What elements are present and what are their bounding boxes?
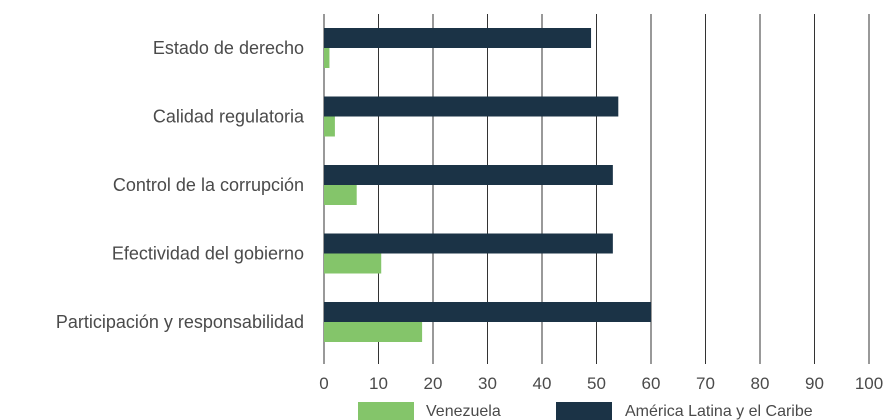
category-labels: Estado de derecho Calidad regulatoria Cont… (56, 38, 305, 332)
category-label: Estado de derecho (153, 38, 304, 58)
bar-latam-participacion-y-responsabilidad (324, 302, 651, 322)
x-tick-label: 10 (369, 374, 388, 393)
category-label: Calidad regulatoria (153, 107, 305, 127)
x-tick-label: 30 (478, 374, 497, 393)
x-tick-label: 80 (751, 374, 770, 393)
bar-venezuela-control-de-la-corrupcion (324, 185, 357, 205)
category-label: Efectividad del gobierno (112, 244, 304, 264)
legend-swatch (358, 402, 414, 420)
legend: Venezuela América Latina y el Caribe (358, 402, 813, 420)
bar-venezuela-efectividad-del-gobierno (324, 253, 382, 274)
gridlines (323, 14, 870, 364)
legend-label: América Latina y el Caribe (625, 403, 813, 420)
bar-latam-control-de-la-corrupcion (324, 165, 613, 185)
x-tick-label: 90 (805, 374, 824, 393)
bar-venezuela-calidad-regulatoria (324, 116, 335, 137)
bars (324, 28, 651, 342)
x-tick-label: 40 (533, 374, 552, 393)
x-tick-labels: 0 10 20 30 40 50 60 70 80 90 100 (319, 374, 883, 393)
legend-label: Venezuela (426, 403, 501, 420)
bar-latam-efectividad-del-gobierno (324, 233, 613, 254)
bar-latam-calidad-regulatoria (324, 96, 619, 117)
bar-venezuela-participacion-y-responsabilidad (324, 322, 423, 342)
bar-latam-estado-de-derecho (324, 28, 592, 48)
category-label: Control de la corrupción (113, 175, 304, 195)
legend-swatch (556, 402, 612, 420)
x-tick-label: 60 (642, 374, 661, 393)
x-tick-label: 50 (587, 374, 606, 393)
bar-venezuela-estado-de-derecho (324, 48, 330, 68)
x-tick-label: 20 (424, 374, 443, 393)
x-tick-label: 0 (319, 374, 328, 393)
x-tick-label: 70 (696, 374, 715, 393)
category-label: Participación y responsabilidad (56, 312, 304, 332)
x-tick-label: 100 (855, 374, 883, 393)
